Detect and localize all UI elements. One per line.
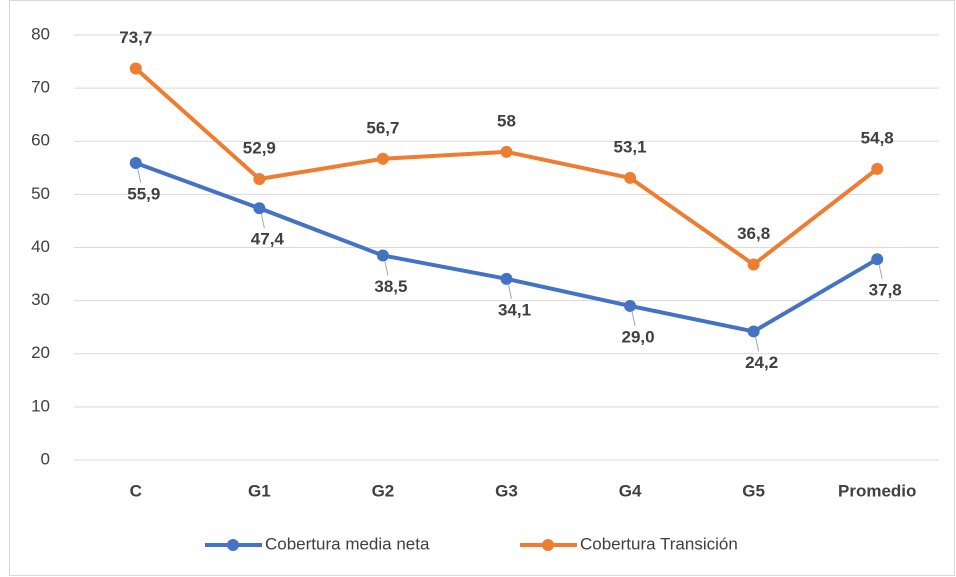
y-tick-label: 30: [31, 290, 50, 309]
y-tick-label: 70: [31, 78, 50, 97]
data-point: [129, 62, 142, 75]
y-tick-label: 20: [31, 343, 50, 362]
legend-label: Cobertura Transición: [580, 534, 738, 553]
x-tick-label: C: [130, 481, 142, 500]
y-tick-label: 80: [31, 24, 50, 43]
data-label: 36,8: [737, 224, 770, 243]
data-label: 37,8: [869, 281, 902, 300]
y-tick-label: 10: [31, 396, 50, 415]
y-tick-label: 0: [41, 449, 50, 468]
x-tick-label: Promedio: [838, 481, 916, 500]
y-tick-label: 50: [31, 184, 50, 203]
data-label: 38,5: [374, 277, 407, 296]
data-label: 55,9: [127, 185, 160, 204]
leader-line: [508, 284, 512, 299]
leader-line: [137, 168, 142, 184]
data-label: 56,7: [366, 118, 399, 137]
chart-border: [9, 0, 955, 576]
leader-line: [755, 337, 760, 352]
data-label: 52,9: [243, 138, 276, 157]
x-tick-label: G5: [742, 481, 765, 500]
legend-label: Cobertura media neta: [265, 534, 430, 553]
y-tick-label: 60: [31, 131, 50, 150]
leader-line: [260, 214, 265, 229]
data-point: [500, 272, 513, 285]
x-tick-label: G2: [372, 481, 395, 500]
x-tick-label: G1: [248, 481, 271, 500]
x-tick-label: G4: [619, 481, 642, 500]
data-label: 24,2: [745, 353, 778, 372]
data-point: [500, 145, 513, 158]
data-point: [253, 202, 266, 215]
data-label: 47,4: [251, 230, 285, 249]
data-point: [129, 157, 142, 170]
data-point: [624, 171, 637, 184]
data-point: [871, 162, 884, 175]
y-tick-label: 40: [31, 237, 50, 256]
leader-line: [384, 261, 389, 276]
data-label: 34,1: [498, 300, 531, 319]
data-point: [747, 325, 760, 338]
data-label: 53,1: [614, 137, 647, 156]
x-tick-label: G3: [495, 481, 518, 500]
data-point: [624, 299, 637, 312]
data-label: 58: [497, 111, 516, 130]
legend-marker: [227, 539, 239, 551]
data-point: [376, 249, 389, 262]
data-label: 73,7: [119, 28, 152, 47]
data-point: [376, 152, 389, 165]
data-point: [253, 172, 266, 185]
data-point: [747, 258, 760, 271]
leader-line: [631, 311, 636, 327]
leader-line: [878, 265, 883, 280]
data-label: 54,8: [861, 128, 894, 147]
legend-marker: [542, 539, 554, 551]
data-label: 29,0: [622, 327, 655, 346]
data-point: [871, 253, 884, 266]
